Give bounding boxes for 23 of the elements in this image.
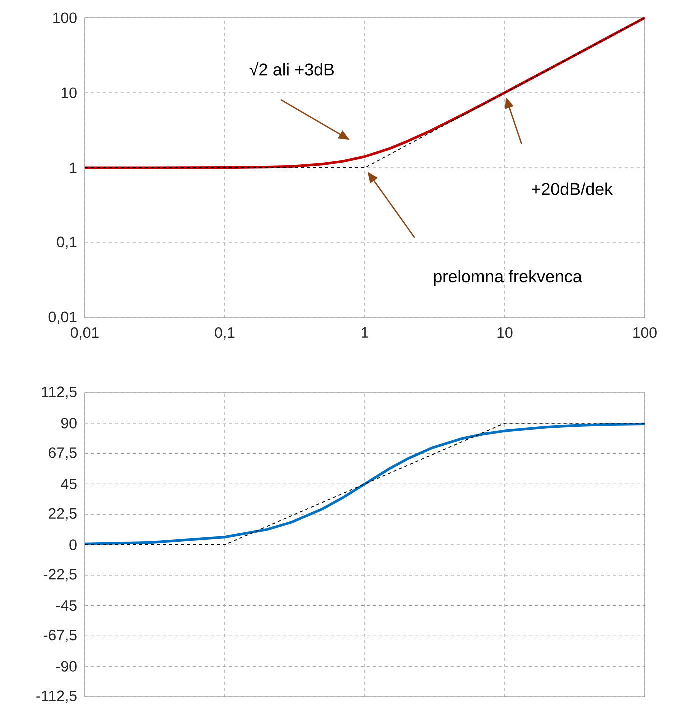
x-tick-label: 10 bbox=[498, 328, 513, 338]
x-tick-label: 0,1 bbox=[215, 328, 235, 340]
y-tick-label: -67,5 bbox=[44, 630, 77, 642]
y-tick-label: 112,5 bbox=[42, 386, 77, 400]
y-tick-label: 90 bbox=[61, 418, 77, 429]
y-tick-label: 67,5 bbox=[49, 448, 77, 460]
y-tick-label: -90 bbox=[56, 661, 77, 672]
y-tick-label: 0 bbox=[70, 540, 77, 550]
y-tick-label: -45 bbox=[56, 600, 77, 612]
y-tick-label: 10 bbox=[62, 88, 77, 98]
y-tick-label: 0,1 bbox=[57, 236, 77, 250]
y-tick-label: 100 bbox=[54, 12, 77, 24]
x-tick-label: 1 bbox=[362, 328, 368, 338]
y-tick-label: 0,01 bbox=[48, 312, 77, 324]
annotation: √2 ali +3dB bbox=[250, 62, 334, 76]
y-tick-label: 45 bbox=[61, 478, 77, 490]
y-tick-label: 1 bbox=[70, 162, 77, 174]
y-tick-label: -112,5 bbox=[36, 690, 77, 704]
annotation: prelomna frekvenca bbox=[434, 270, 582, 286]
x-tick-label: 100 bbox=[634, 328, 657, 338]
annotation: +20dB/dek bbox=[532, 182, 614, 196]
y-tick-label: -22,5 bbox=[44, 569, 77, 582]
y-tick-label: 22,5 bbox=[49, 508, 77, 521]
